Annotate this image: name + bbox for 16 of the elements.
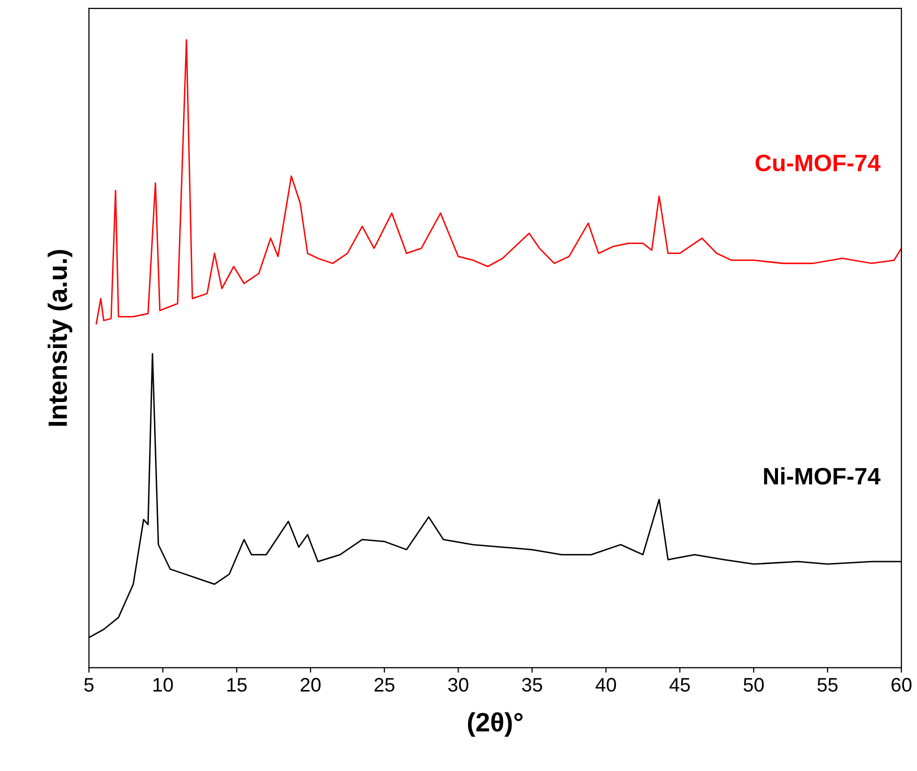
x-tick-label: 10: [153, 678, 173, 692]
text: Ni-MOF-74: [764, 467, 880, 485]
x-tick-label: 5: [84, 678, 94, 692]
x-tick-label: 30: [448, 678, 468, 692]
text: Cu-MOF-74: [756, 154, 880, 172]
x-axis-title: (2θ)°: [468, 712, 523, 737]
x-tick-label: 55: [818, 678, 838, 692]
x-tick-label: 50: [744, 678, 764, 692]
x-tick-label: 45: [669, 678, 690, 692]
x-tick-label: 60: [892, 678, 912, 692]
x-tick-label: 20: [300, 678, 321, 692]
x-tick-label: 15: [227, 678, 247, 692]
x-tick-label: 35: [522, 678, 542, 692]
x-tick-label: 40: [596, 678, 616, 692]
x-tick-label: 25: [374, 678, 394, 692]
y-axis-title: Intensity (a.u.): [48, 250, 72, 426]
